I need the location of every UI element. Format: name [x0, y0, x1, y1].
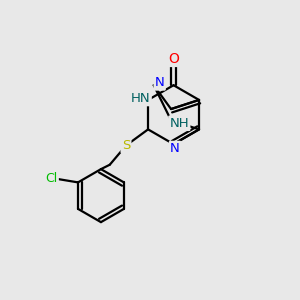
Text: NH: NH [169, 117, 189, 130]
Text: Cl: Cl [45, 172, 58, 185]
Text: N: N [170, 142, 180, 155]
Text: HN: HN [131, 92, 151, 105]
Text: N: N [155, 76, 164, 89]
Text: S: S [122, 139, 130, 152]
Text: O: O [168, 52, 179, 66]
